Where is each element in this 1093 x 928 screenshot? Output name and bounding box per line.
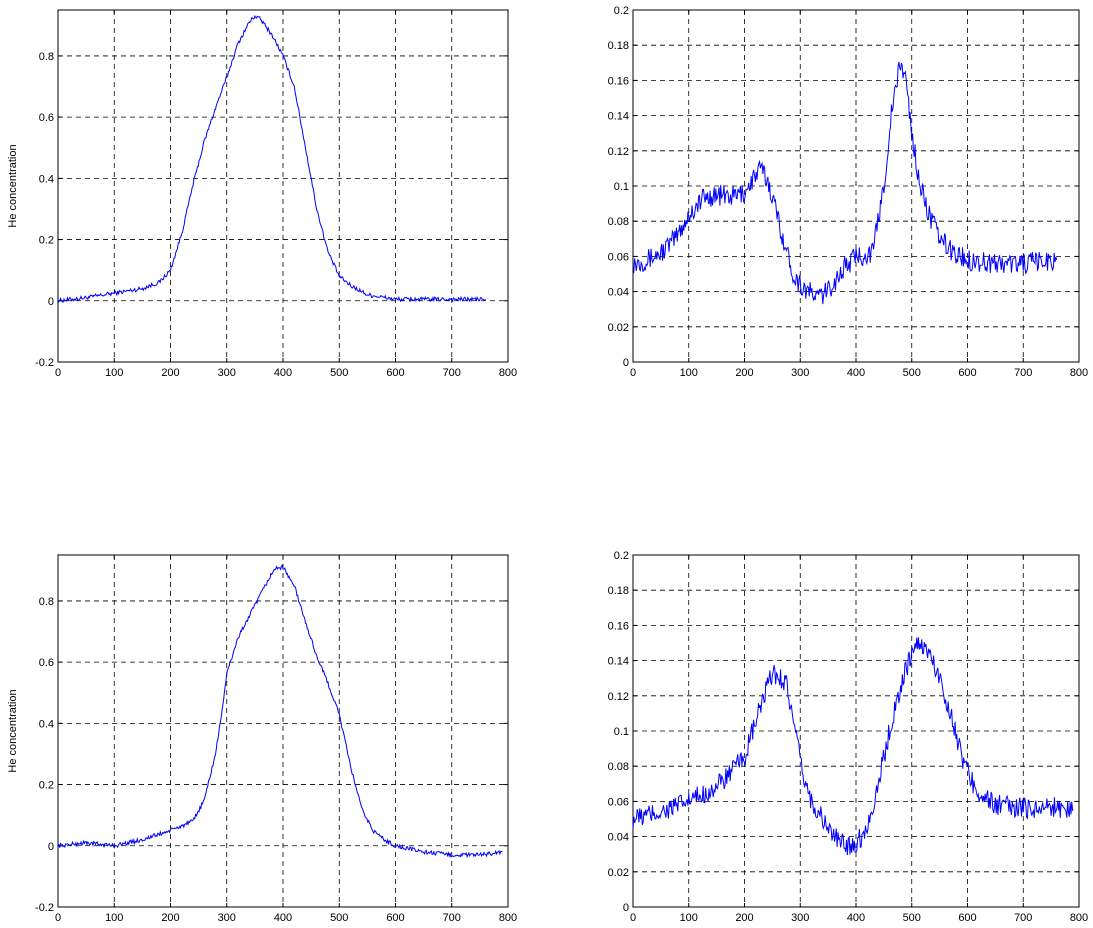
x-tick-label: 500 bbox=[330, 367, 348, 379]
x-tick-label: 300 bbox=[218, 912, 236, 924]
x-tick-label: 400 bbox=[847, 912, 865, 924]
y-tick-label: 0.4 bbox=[39, 173, 54, 185]
y-tick-label: 0.12 bbox=[608, 146, 629, 158]
y-tick-label: 0.6 bbox=[39, 657, 54, 669]
chart-panel-4: 0 100 200 300 400 500 600 700 800 0 0.02 0.04 0.06 0.… bbox=[608, 550, 1089, 924]
x-tick-label: 100 bbox=[680, 912, 698, 924]
x-tick-label: 100 bbox=[105, 912, 123, 924]
x-tick-label: 300 bbox=[791, 912, 809, 924]
x-tick-label: 700 bbox=[1014, 367, 1032, 379]
y-tick-label: 0.2 bbox=[39, 235, 54, 247]
x-tick-label: 200 bbox=[735, 912, 753, 924]
x-tick-label: 200 bbox=[735, 367, 753, 379]
series-line bbox=[57, 14, 486, 304]
x-tick-label: 700 bbox=[1014, 912, 1032, 924]
x-tick-label: 400 bbox=[274, 912, 292, 924]
series-line bbox=[632, 637, 1074, 855]
x-tick-label: 800 bbox=[1070, 367, 1088, 379]
x-tick-label: 300 bbox=[791, 367, 809, 379]
x-tick-label: 700 bbox=[443, 367, 461, 379]
y-tick-label: 0.1 bbox=[614, 181, 629, 193]
y-tick-label: 0 bbox=[48, 296, 54, 308]
x-tick-label: 0 bbox=[630, 367, 636, 379]
x-tick-label: 200 bbox=[161, 367, 179, 379]
x-tick-label: 100 bbox=[105, 367, 123, 379]
y-tick-label: 0.14 bbox=[608, 111, 629, 123]
y-tick-label: 0.04 bbox=[608, 287, 629, 299]
x-tick-label: 400 bbox=[274, 367, 292, 379]
y-tick-label: 0.2 bbox=[39, 780, 54, 792]
chart-panel-3: 0 100 200 300 400 500 600 700 800-0.200.20.40.60… bbox=[7, 554, 517, 924]
y-tick-label: 0.18 bbox=[608, 585, 629, 597]
y-tick-label: 0.04 bbox=[608, 832, 629, 844]
x-tick-label: 800 bbox=[1070, 912, 1088, 924]
y-tick-label: 0.16 bbox=[608, 75, 629, 87]
x-tick-label: 800 bbox=[499, 367, 517, 379]
x-tick-label: 500 bbox=[903, 912, 921, 924]
y-tick-label: 0.02 bbox=[608, 322, 629, 334]
y-tick-label: 0.18 bbox=[608, 40, 629, 52]
x-tick-label: 300 bbox=[218, 367, 236, 379]
y-tick-label: 0 bbox=[623, 357, 629, 369]
y-axis-label: He concentration bbox=[7, 144, 19, 227]
x-tick-label: 700 bbox=[443, 912, 461, 924]
y-tick-label: 0.16 bbox=[608, 620, 629, 632]
y-tick-label: -0.2 bbox=[35, 357, 54, 369]
y-tick-label: 0.1 bbox=[614, 726, 629, 738]
x-tick-label: 600 bbox=[386, 367, 404, 379]
x-tick-label: 600 bbox=[958, 912, 976, 924]
y-tick-label: 0.08 bbox=[608, 761, 629, 773]
y-tick-label: 0.6 bbox=[39, 112, 54, 124]
x-tick-label: 600 bbox=[386, 912, 404, 924]
y-tick-label: 0.8 bbox=[39, 596, 54, 608]
x-tick-label: 200 bbox=[161, 912, 179, 924]
y-tick-label: 0.2 bbox=[614, 550, 629, 562]
x-tick-label: 500 bbox=[330, 912, 348, 924]
y-tick-label: 0 bbox=[48, 841, 54, 853]
y-axis-label: He concentration bbox=[7, 689, 19, 772]
y-tick-label: 0.8 bbox=[39, 51, 54, 63]
y-tick-label: 0.14 bbox=[608, 656, 629, 668]
chart-panel-1: 0 100 200 300 400 500 600 700 800-0.200.20.40.60… bbox=[7, 9, 517, 379]
chart-panel-2: 0 100 200 300 400 500 600 700 800 0 0.02 0.04 0.06 0.… bbox=[608, 5, 1089, 379]
y-tick-label: -0.2 bbox=[35, 902, 54, 914]
y-tick-label: 0.12 bbox=[608, 691, 629, 703]
y-tick-label: 0.4 bbox=[39, 718, 54, 730]
y-tick-label: 0 bbox=[623, 902, 629, 914]
series-line bbox=[632, 61, 1058, 305]
y-tick-label: 0.08 bbox=[608, 216, 629, 228]
x-tick-label: 400 bbox=[847, 367, 865, 379]
series-line bbox=[57, 563, 503, 859]
x-tick-label: 500 bbox=[903, 367, 921, 379]
x-tick-label: 800 bbox=[499, 912, 517, 924]
y-tick-label: 0.2 bbox=[614, 5, 629, 17]
x-tick-label: 600 bbox=[958, 367, 976, 379]
x-tick-label: 0 bbox=[630, 912, 636, 924]
x-tick-label: 0 bbox=[55, 912, 61, 924]
y-tick-label: 0.02 bbox=[608, 867, 629, 879]
y-tick-label: 0.06 bbox=[608, 251, 629, 263]
x-tick-label: 100 bbox=[680, 367, 698, 379]
y-tick-label: 0.06 bbox=[608, 796, 629, 808]
x-tick-label: 0 bbox=[55, 367, 61, 379]
